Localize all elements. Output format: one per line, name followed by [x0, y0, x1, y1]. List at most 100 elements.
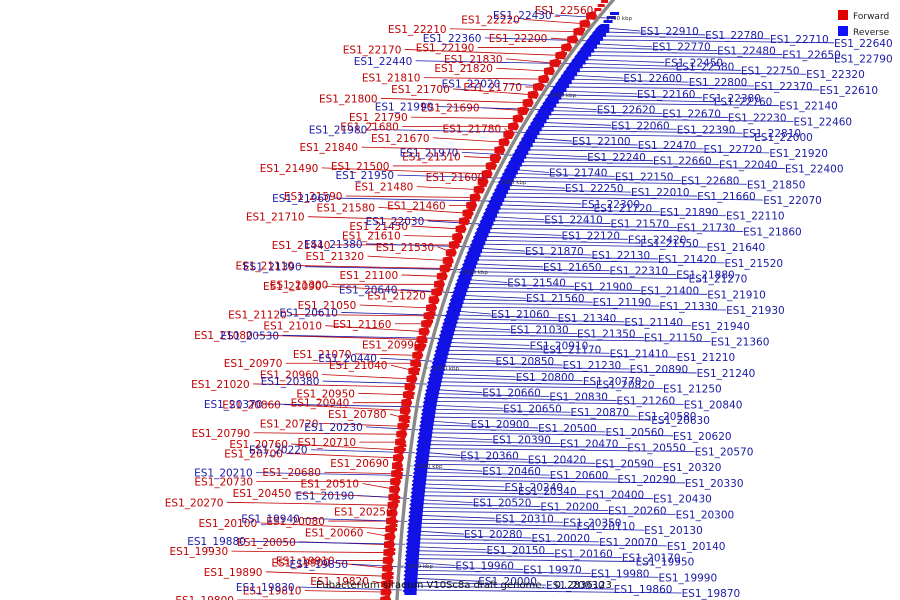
reverse-connector-line: [533, 133, 755, 138]
reverse-gene-glyph: [442, 328, 452, 331]
forward-connector-line: [260, 522, 393, 530]
reverse-connector-line: [520, 157, 654, 162]
reverse-gene-label: ES1_22680: [681, 175, 740, 187]
reverse-gene-label: ES1_22130: [592, 250, 651, 262]
reverse-gene-label: ES1_22310: [610, 266, 669, 278]
kbp-tick-label: 2250 kbp: [433, 366, 459, 372]
reverse-connector-line: [432, 400, 684, 405]
reverse-gene-glyph: [600, 24, 610, 27]
forward-gene-label: ES1_21530: [376, 242, 435, 254]
forward-gene-label: ES1_20990: [362, 339, 421, 351]
reverse-connector-line: [414, 562, 456, 566]
forward-connector-line: [231, 550, 391, 554]
forward-gene-label: ES1_21020: [191, 379, 250, 391]
reverse-connector-line: [249, 540, 406, 545]
forward-gene-glyph: [578, 28, 586, 31]
reverse-gene-label: ES1_22470: [638, 140, 697, 152]
forward-gene-label: ES1_21460: [387, 200, 446, 212]
reverse-gene-label: ES1_20300: [676, 509, 735, 521]
reverse-gene-glyph: [404, 588, 414, 591]
reverse-gene-glyph: [408, 532, 418, 535]
reverse-connector-line: [552, 102, 780, 107]
reverse-gene-label: ES1_21350: [577, 329, 636, 341]
forward-gene-glyph: [426, 303, 438, 312]
forward-gene-label: ES1_20270: [165, 497, 224, 509]
forward-gene-label: ES1_21830: [444, 54, 503, 66]
forward-connector-line: [404, 49, 563, 56]
forward-gene-glyph: [390, 520, 398, 523]
reverse-gene-label: ES1_20320: [663, 462, 722, 474]
forward-connector-line: [325, 325, 426, 333]
forward-gene-glyph: [382, 563, 394, 573]
reverse-gene-label: ES1_21950: [335, 170, 394, 182]
legend: Forward Reverse: [838, 10, 890, 38]
forward-gene-glyph: [433, 279, 445, 289]
forward-gene-label: ES1_20700: [224, 448, 283, 460]
reverse-connector-line: [422, 475, 618, 480]
reverse-connector-line: [256, 472, 413, 476]
reverse-gene-label: ES1_20310: [495, 513, 554, 525]
reverse-gene-glyph: [551, 92, 561, 95]
reverse-connector-line: [481, 239, 641, 244]
reverse-connector-line: [544, 114, 728, 118]
reverse-connector-line: [427, 436, 493, 441]
reverse-connector-line: [419, 503, 541, 507]
forward-gene-label: ES1_21040: [329, 360, 388, 372]
reverse-connector-line: [436, 381, 596, 386]
reverse-gene-label: ES1_22660: [653, 156, 712, 168]
reverse-connector-line: [460, 294, 526, 299]
reverse-connector-line: [441, 361, 563, 366]
reverse-connector-line: [469, 271, 677, 276]
reverse-connector-line: [370, 129, 527, 133]
reverse-gene-label: ES1_20840: [684, 399, 743, 411]
reverse-gene-glyph: [466, 256, 476, 259]
reverse-gene-label: ES1_22720: [704, 144, 763, 156]
reverse-connector-line: [478, 247, 526, 252]
forward-gene-glyph: [396, 468, 404, 471]
reverse-gene-label: ES1_21170: [543, 344, 602, 356]
legend-reverse-swatch: [838, 26, 848, 36]
reverse-gene-label: ES1_21970: [400, 147, 459, 159]
reverse-gene-label: ES1_22110: [726, 211, 785, 223]
forward-gene-label: ES1_21160: [333, 319, 392, 331]
reverse-connector-line: [400, 289, 453, 293]
reverse-gene-glyph: [407, 544, 417, 547]
reverse-gene-label: ES1_22100: [572, 136, 631, 148]
forward-gene-glyph: [507, 132, 515, 135]
forward-gene-label: ES1_19890: [204, 567, 263, 579]
reverse-connector-line: [453, 318, 625, 323]
reverse-gene-glyph: [545, 100, 555, 103]
reverse-gene-glyph: [410, 516, 420, 519]
forward-gene-label: ES1_21710: [246, 212, 305, 224]
reverse-gene-label: ES1_21410: [610, 348, 669, 360]
reverse-connector-line: [505, 184, 565, 189]
reverse-gene-glyph: [492, 196, 502, 199]
forward-gene-label: ES1_19820: [310, 576, 369, 588]
reverse-gene-label: ES1_22760: [714, 97, 773, 109]
reverse-connector-line: [412, 585, 614, 590]
forward-gene-glyph: [455, 224, 467, 234]
forward-gene-glyph: [402, 420, 410, 423]
forward-gene-label: ES1_20780: [328, 409, 387, 421]
reverse-connector-line: [423, 467, 483, 472]
reverse-connector-line: [412, 589, 682, 594]
reverse-gene-glyph: [471, 244, 481, 247]
reverse-gene-glyph: [408, 540, 418, 543]
reverse-connector-line: [517, 161, 719, 166]
reverse-gene-label: ES1_22030: [366, 216, 425, 228]
reverse-gene-label: ES1_21900: [574, 281, 633, 293]
reverse-gene-glyph: [441, 332, 451, 335]
reverse-connector-line: [530, 137, 572, 142]
forward-connector-line: [361, 146, 502, 151]
forward-connector-line: [411, 116, 520, 119]
forward-gene-label: ES1_22220: [461, 14, 520, 26]
forward-gene-glyph: [466, 200, 478, 210]
reverse-connector-line: [420, 495, 654, 500]
reverse-gene-glyph: [590, 36, 600, 39]
reverse-connector-line: [442, 357, 496, 362]
reverse-gene-glyph: [406, 564, 416, 567]
forward-gene-label: ES1_19900: [271, 557, 330, 569]
reverse-connector-line: [430, 412, 638, 417]
reverse-connector-line: [440, 365, 630, 370]
reverse-connector-line: [559, 90, 637, 95]
